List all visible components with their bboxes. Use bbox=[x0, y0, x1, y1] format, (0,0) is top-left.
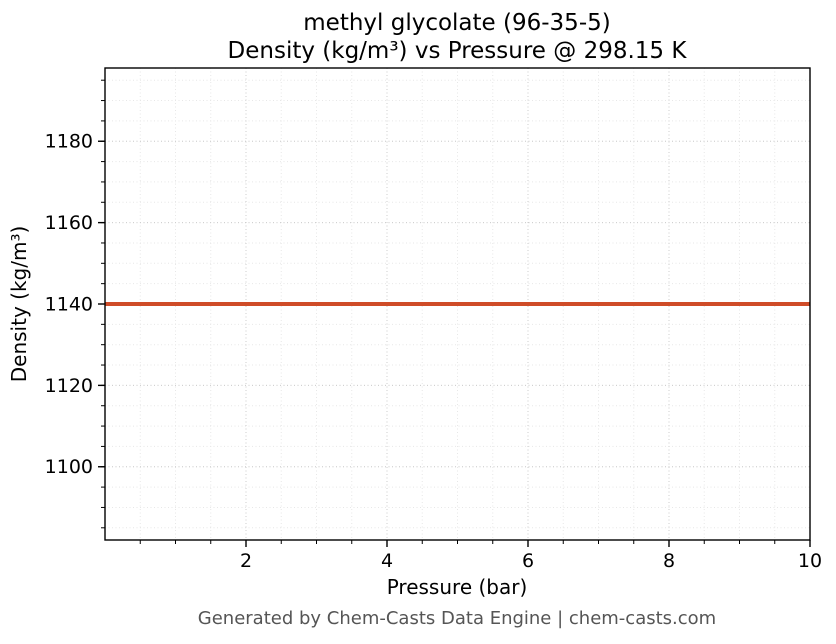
tick-marks-and-labels: 2 4 6 8 10 1100 1120 1140 1160 1180 bbox=[45, 79, 822, 572]
x-tick-label: 10 bbox=[798, 550, 822, 572]
footer-text: Generated by Chem-Casts Data Engine | ch… bbox=[198, 608, 716, 629]
chart-subtitle: Density (kg/m³) vs Pressure @ 298.15 K bbox=[228, 38, 688, 64]
y-tick-label: 1180 bbox=[45, 131, 93, 153]
y-axis-label: Density (kg/m³) bbox=[7, 226, 31, 383]
x-axis-label: Pressure (bar) bbox=[387, 575, 528, 599]
x-tick-label: 8 bbox=[663, 550, 675, 572]
chart-title: methyl glycolate (96-35-5) bbox=[303, 10, 610, 36]
y-tick-label: 1120 bbox=[45, 375, 93, 397]
x-tick-label: 2 bbox=[240, 550, 252, 572]
x-tick-label: 6 bbox=[522, 550, 534, 572]
x-tick-label: 4 bbox=[381, 550, 393, 572]
y-tick-label: 1100 bbox=[45, 456, 93, 478]
y-tick-label: 1160 bbox=[45, 212, 93, 234]
y-tick-label: 1140 bbox=[45, 293, 93, 315]
